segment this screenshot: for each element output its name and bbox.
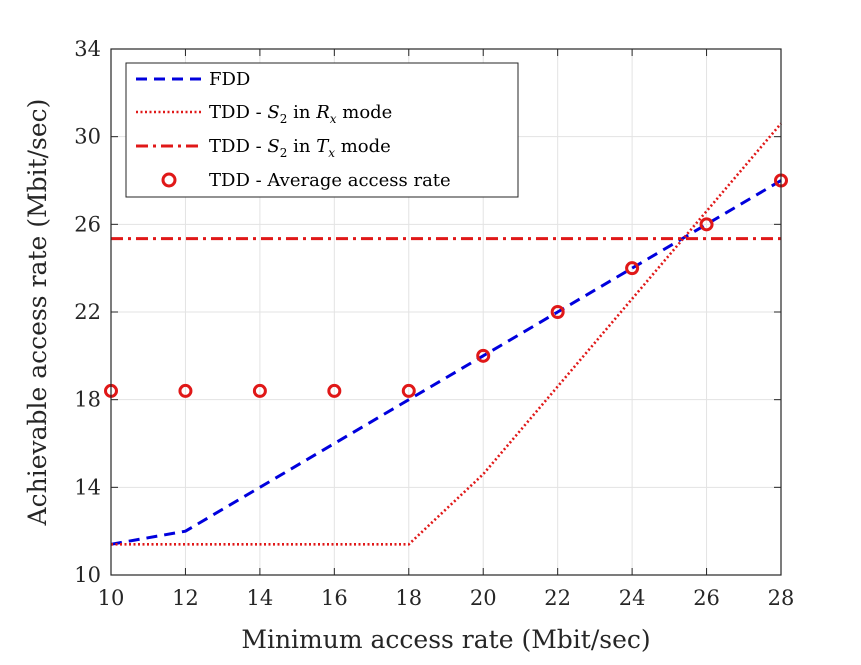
legend-box xyxy=(125,62,519,198)
x-tick-label: 26 xyxy=(693,586,720,610)
legend-entry-tdd-rx: TDD - S2 in Rx mode xyxy=(209,102,392,126)
x-tick-label: 22 xyxy=(544,586,571,610)
marker-tdd-average-4 xyxy=(401,383,416,398)
marker-tdd-average-2 xyxy=(252,383,267,398)
x-axis-label: Minimum access rate (Mbit/sec) xyxy=(241,625,650,654)
tick-labels: 10 12 14 16 18 20 22 24 26 28 10 14 18 22 26 30 34 xyxy=(74,37,794,610)
x-tick-label: 24 xyxy=(619,586,646,610)
y-tick-label: 10 xyxy=(74,563,101,587)
y-tick-label: 22 xyxy=(74,300,101,324)
marker-tdd-average-3 xyxy=(327,383,342,398)
y-tick-label: 18 xyxy=(74,388,101,412)
x-tick-label: 18 xyxy=(395,586,422,610)
y-tick-label: 26 xyxy=(74,212,101,236)
legend-entry-tdd-tx: TDD - S2 in Tx mode xyxy=(209,136,391,160)
x-tick-label: 28 xyxy=(768,586,795,610)
y-tick-label: 14 xyxy=(74,475,101,499)
marker-tdd-average-5 xyxy=(476,348,491,363)
ticks xyxy=(110,48,782,576)
legend-entry-tdd-average: TDD - Average access rate xyxy=(209,170,451,191)
marker-tdd-average-6 xyxy=(550,305,565,319)
x-tick-label: 12 xyxy=(172,586,199,610)
marker-tdd-average-8 xyxy=(699,217,714,232)
y-axis-label: Achievable access rate (Mbit/sec) xyxy=(23,99,52,527)
x-tick-label: 16 xyxy=(321,586,348,610)
x-tick-label: 10 xyxy=(98,586,125,610)
series-line-fdd xyxy=(110,179,782,546)
marker-tdd-average-7 xyxy=(625,261,640,276)
marker-tdd-average-1 xyxy=(178,383,193,398)
x-tick-label: 14 xyxy=(247,586,274,610)
legend-swatch-tdd-average xyxy=(161,172,177,188)
legend: FDD TDD - S2 in Rx mode TDD - S2 in Tx m… xyxy=(125,62,519,198)
y-tick-label: 34 xyxy=(74,37,101,61)
legend-entry-fdd: FDD xyxy=(209,69,250,90)
x-tick-label: 20 xyxy=(470,586,497,610)
y-tick-label: 30 xyxy=(74,125,101,149)
